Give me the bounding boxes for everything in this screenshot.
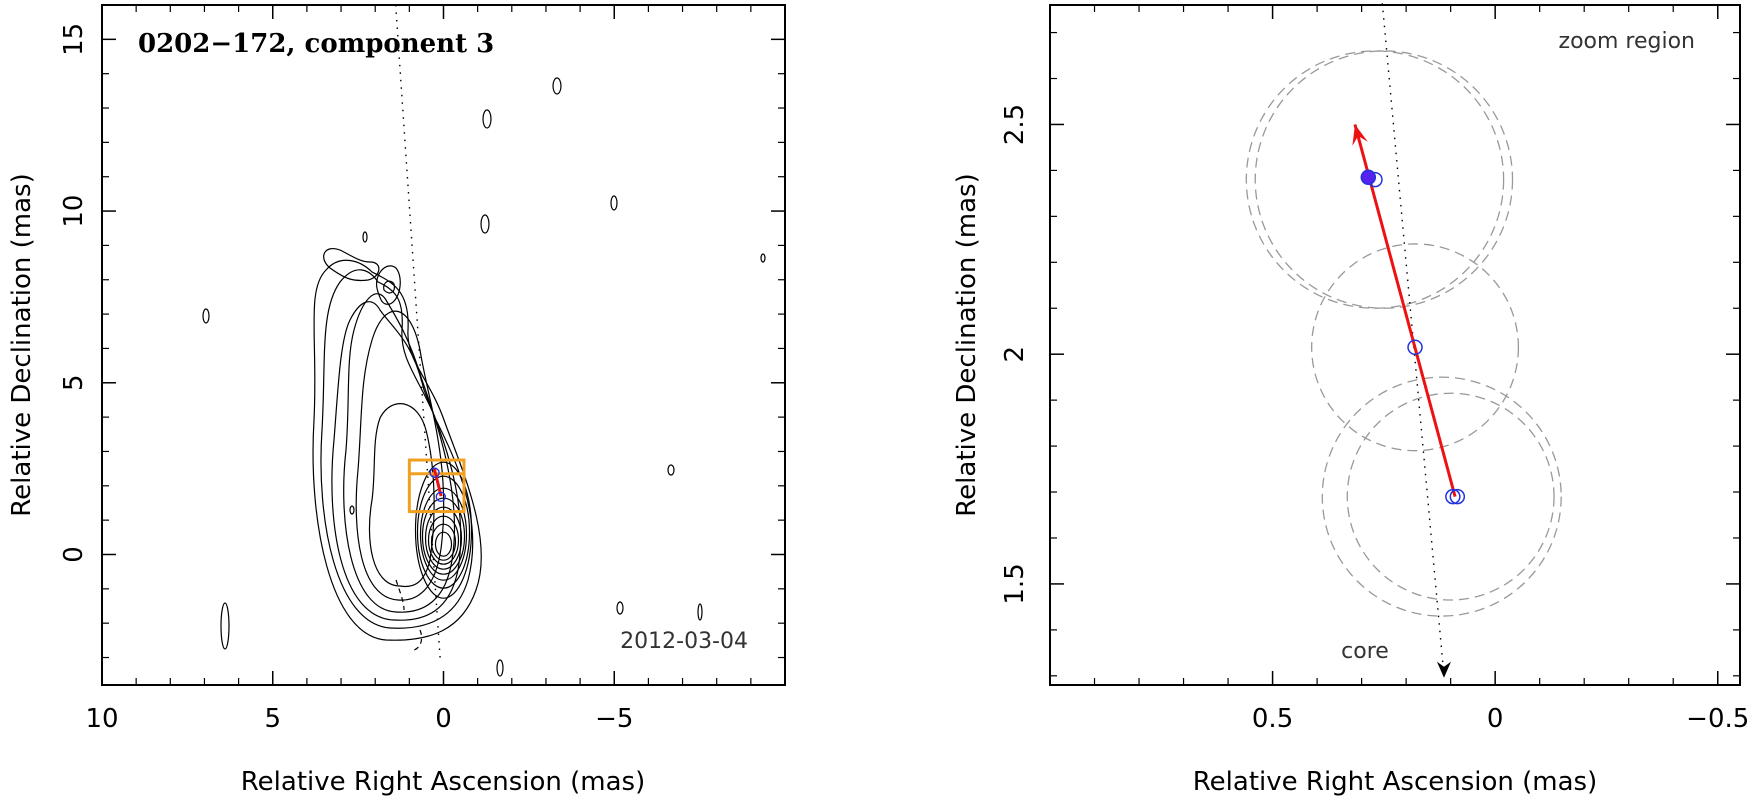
x-tick-label: 5 (264, 704, 281, 734)
right-y-axis-label: Relative Declination (mas) (952, 173, 982, 516)
right-x-axis-label: Relative Right Ascension (mas) (1193, 767, 1597, 797)
contour-negative (395, 579, 405, 611)
source-title: 0202−172, component 3 (138, 29, 494, 59)
contour-noise (697, 603, 703, 621)
error-circle (1346, 392, 1555, 601)
core-label: core (1341, 639, 1389, 664)
contour-jet (355, 310, 445, 601)
contour-blob (383, 280, 395, 294)
contour-noise (349, 505, 355, 515)
right-overlay (1352, 0, 1466, 678)
left-ticks (101, 4, 785, 685)
y-tick-label: 1.5 (1000, 563, 1030, 604)
y-tick-label: 2 (1000, 346, 1030, 363)
core-direction-arrowhead (1436, 661, 1451, 678)
position-marker-open (1449, 488, 1466, 505)
x-tick-label: 10 (85, 704, 118, 734)
jet-axis-line (1381, 0, 1445, 676)
contour-jet (343, 293, 456, 613)
contour-jet (331, 301, 462, 621)
contour-noise (496, 659, 504, 677)
contour-core (434, 531, 453, 557)
right-ytick-labels: 1.5 2 2.5 (1000, 104, 1030, 605)
left-trajectory (432, 468, 443, 497)
error-circle (1321, 376, 1562, 617)
contour-jet (368, 403, 435, 588)
position-marker-open (1445, 488, 1461, 505)
contour-noise (616, 601, 624, 615)
left-xtick-labels: 10 5 0 −5 (85, 704, 633, 734)
error-circles (1245, 50, 1562, 617)
x-tick-label: 0 (435, 704, 452, 734)
contour-core (414, 461, 473, 599)
contour-noise (482, 109, 492, 129)
left-overlay (394, 4, 466, 658)
contour-noise (202, 308, 210, 324)
zoom-box (407, 458, 466, 514)
left-position-marker (435, 491, 446, 502)
right-xtick-labels: 0.5 0 −0.5 (1252, 704, 1748, 734)
contour-noise (362, 231, 368, 243)
left-position-marker (429, 467, 440, 478)
contour-noise (220, 602, 230, 650)
velocity-arrowhead (1352, 124, 1368, 146)
contour-tail (323, 248, 380, 282)
position-marker-filled (1360, 169, 1377, 186)
zoom-region-label: zoom region (1559, 29, 1695, 54)
y-tick-label: 5 (59, 375, 89, 392)
contour-blob (376, 265, 401, 305)
y-tick-label: 2.5 (1000, 104, 1030, 145)
position-marker-open (1407, 339, 1423, 356)
left-y-axis-label: Relative Declination (mas) (7, 173, 37, 516)
right-plot-frame (1049, 4, 1741, 686)
contour-negative (413, 629, 423, 651)
contour-map (202, 77, 766, 677)
error-circle (1311, 243, 1520, 452)
x-tick-label: −5 (595, 704, 633, 734)
error-circle (1254, 50, 1514, 309)
left-plot-frame (101, 4, 786, 686)
y-tick-label: 15 (59, 23, 89, 56)
right-panel: 0.5 0 −0.5 1.5 2 2.5 zoom region core Relati… (952, 0, 1748, 797)
contour-noise (610, 195, 618, 211)
x-tick-label: 0.5 (1252, 704, 1293, 734)
contour-noise (760, 253, 766, 263)
left-panel: 10 5 0 −5 0 5 10 15 0202−172, component 3 2012… (7, 4, 786, 797)
contour-noise (480, 214, 490, 234)
epoch-label: 2012-03-04 (620, 629, 748, 654)
right-ticks (1050, 5, 1740, 685)
left-ytick-labels: 0 5 10 15 (59, 23, 89, 563)
x-tick-label: 0 (1487, 704, 1504, 734)
left-x-axis-label: Relative Right Ascension (mas) (241, 767, 645, 797)
x-tick-label: −0.5 (1686, 704, 1748, 734)
contour-noise (552, 77, 562, 95)
contour-noise (667, 464, 675, 476)
y-tick-label: 0 (59, 546, 89, 563)
y-tick-label: 10 (59, 195, 89, 228)
contour-jet (320, 269, 474, 629)
